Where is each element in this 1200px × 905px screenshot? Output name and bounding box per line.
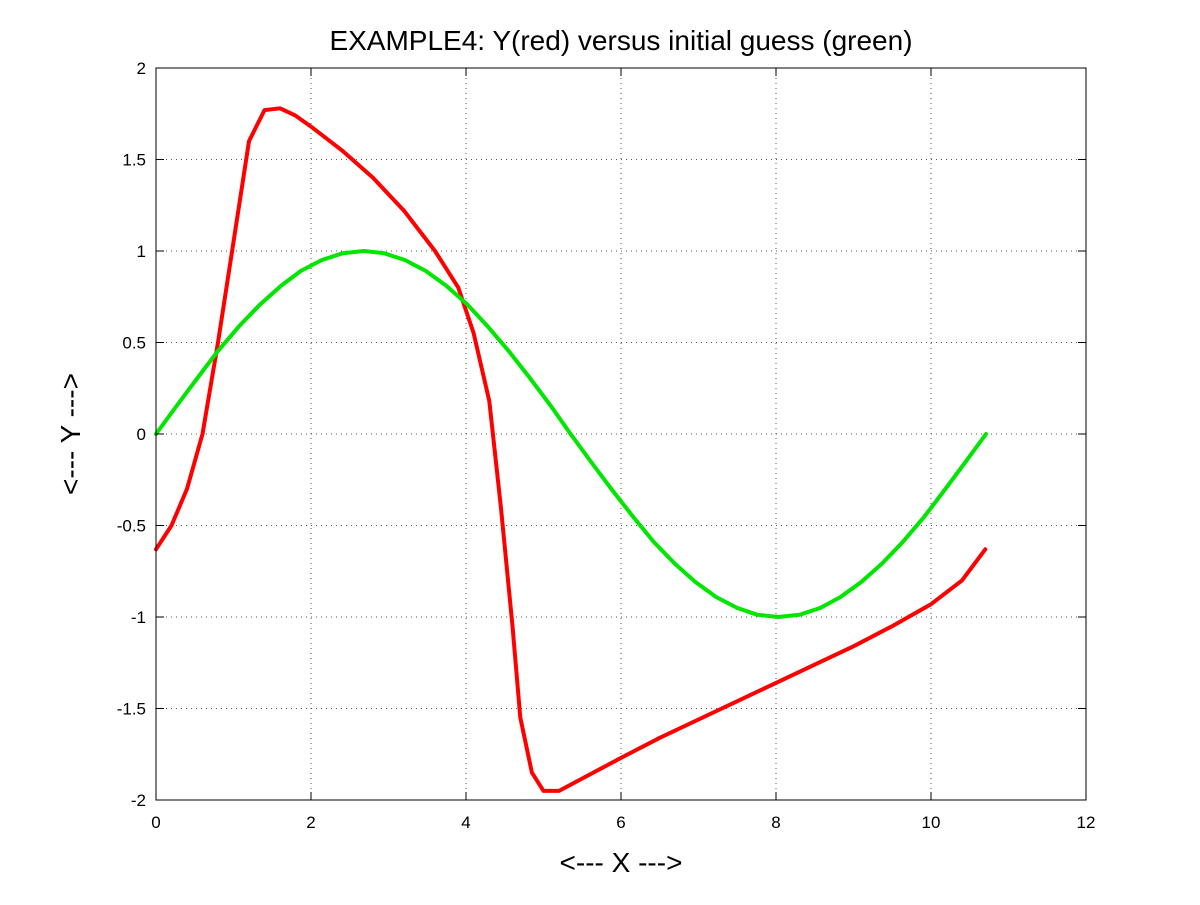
series-line-green — [154, 249, 988, 619]
y-tick-label: -0.5 — [117, 517, 146, 536]
y-tick-label: -1 — [131, 608, 146, 627]
y-axis-title: <--- Y ---> — [55, 373, 86, 495]
y-tick-label: -1.5 — [117, 700, 146, 719]
x-tick-label: 10 — [922, 813, 941, 832]
x-tick-label: 0 — [151, 813, 160, 832]
x-tick-label: 12 — [1077, 813, 1096, 832]
y-tick-label: 1.5 — [122, 151, 146, 170]
x-tick-label: 2 — [306, 813, 315, 832]
ticks: 0 2 4 6 8 10 12 -2 -1.5 -1 -0.5 0 0.5 1 1.5 2 — [117, 59, 1096, 832]
x-tick-label: 6 — [616, 813, 625, 832]
x-tick-label: 8 — [771, 813, 780, 832]
x-tick-label: 4 — [461, 813, 470, 832]
y-tick-label: 0.5 — [122, 334, 146, 353]
y-tick-label: 0 — [137, 425, 146, 444]
y-tick-label: 2 — [137, 59, 146, 78]
series-line-red — [154, 106, 988, 793]
chart-title: EXAMPLE4: Y(red) versus initial guess (g… — [329, 25, 912, 56]
x-axis-title: <--- X ---> — [560, 847, 683, 878]
grid — [156, 68, 1086, 800]
y-tick-label: -2 — [131, 791, 146, 810]
y-tick-label: 1 — [137, 242, 146, 261]
series-group — [154, 106, 988, 793]
